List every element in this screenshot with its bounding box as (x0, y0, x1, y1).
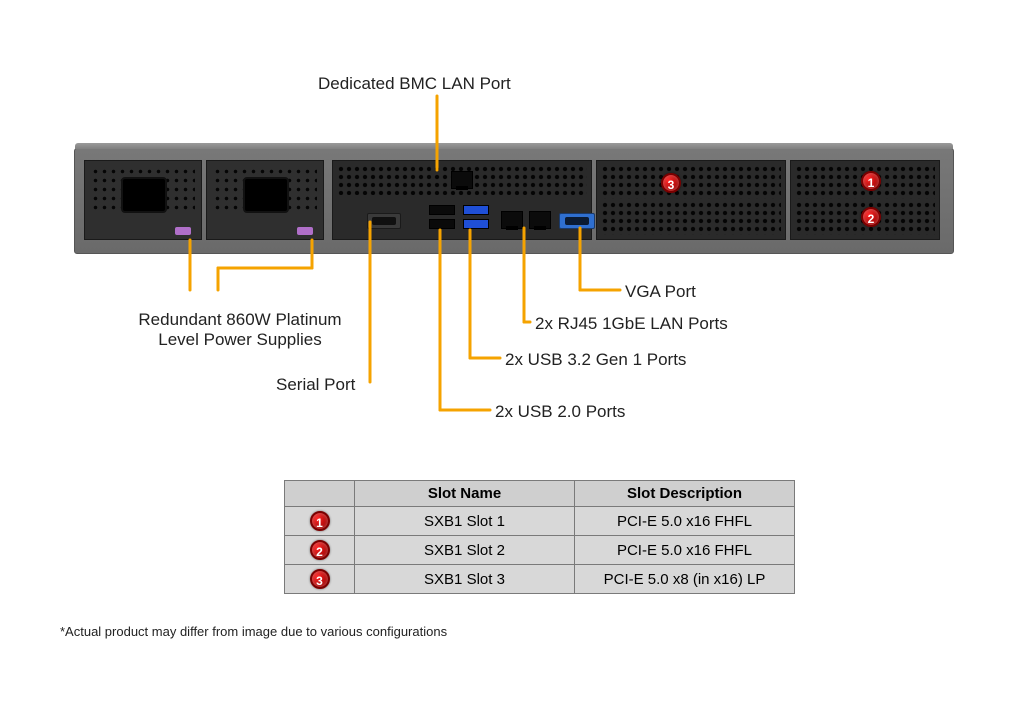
label-vga: VGA Port (625, 282, 696, 302)
bmc-lan-port (451, 171, 473, 189)
vga-port (559, 213, 595, 229)
slot-marker-1: 1 (861, 171, 881, 191)
slot-marker-3: 3 (661, 173, 681, 193)
table-row: 2 SXB1 Slot 2 PCI-E 5.0 x16 FHFL (285, 536, 795, 565)
cell-name-3: SXB1 Slot 3 (355, 565, 575, 594)
usb3-ports (463, 205, 489, 231)
cell-name-1: SXB1 Slot 1 (355, 507, 575, 536)
cell-name-2: SXB1 Slot 2 (355, 536, 575, 565)
gbe-port-1 (501, 211, 523, 229)
label-bmc: Dedicated BMC LAN Port (318, 74, 511, 94)
expansion-slot-area-right: 1 2 (790, 160, 940, 240)
table-marker-1: 1 (310, 511, 330, 531)
psu-1 (84, 160, 202, 240)
label-psu-line2: Level Power Supplies (158, 330, 321, 349)
table-row: 3 SXB1 Slot 3 PCI-E 5.0 x8 (in x16) LP (285, 565, 795, 594)
label-psu-line1: Redundant 860W Platinum (138, 310, 341, 329)
serial-port (367, 213, 401, 229)
label-psu: Redundant 860W Platinum Level Power Supp… (120, 310, 360, 350)
cell-desc-3: PCI-E 5.0 x8 (in x16) LP (575, 565, 795, 594)
psu-2 (206, 160, 324, 240)
table-header-row: Slot Name Slot Description (285, 481, 795, 507)
server-rear-view: 3 1 2 (74, 148, 954, 254)
header-marker (285, 481, 355, 507)
label-serial: Serial Port (276, 375, 355, 395)
label-usb20: 2x USB 2.0 Ports (495, 402, 625, 422)
cell-desc-1: PCI-E 5.0 x16 FHFL (575, 507, 795, 536)
cell-desc-2: PCI-E 5.0 x16 FHFL (575, 536, 795, 565)
expansion-slot-area-left: 3 (596, 160, 786, 240)
table-marker-2: 2 (310, 540, 330, 560)
table-row: 1 SXB1 Slot 1 PCI-E 5.0 x16 FHFL (285, 507, 795, 536)
table-marker-3: 3 (310, 569, 330, 589)
io-panel (332, 160, 592, 240)
slot-marker-2: 2 (861, 207, 881, 227)
slot-table: Slot Name Slot Description 1 SXB1 Slot 1… (284, 480, 795, 594)
header-slot-desc: Slot Description (575, 481, 795, 507)
footnote: *Actual product may differ from image du… (60, 624, 447, 639)
header-slot-name: Slot Name (355, 481, 575, 507)
label-rj45: 2x RJ45 1GbE LAN Ports (535, 314, 728, 334)
usb2-ports (429, 205, 455, 231)
label-usb32: 2x USB 3.2 Gen 1 Ports (505, 350, 686, 370)
gbe-port-2 (529, 211, 551, 229)
